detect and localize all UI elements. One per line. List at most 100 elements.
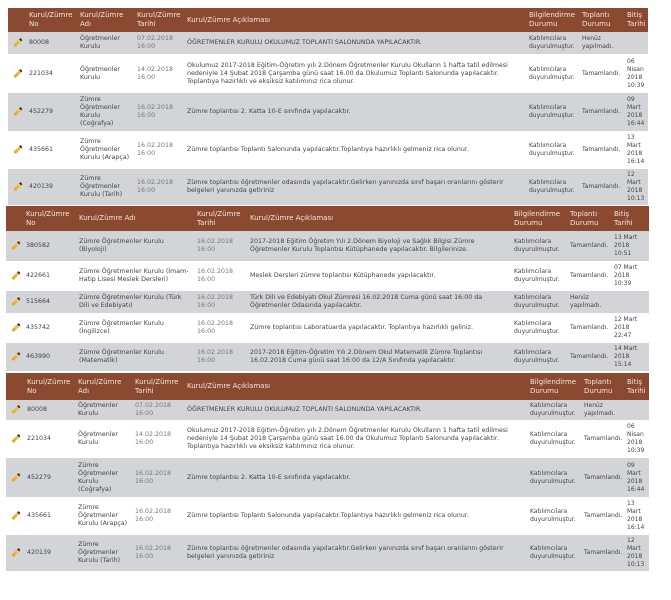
- table-row: 435661 Zümre Öğretmenler Kurulu (Arapça) 1…: [8, 131, 648, 169]
- table-row: 80008 Öğretmenler Kurulu 07.02.2018 16:00 Ö…: [8, 32, 648, 54]
- edit-button[interactable]: [6, 261, 24, 291]
- edit-button[interactable]: [6, 420, 25, 458]
- notification-status: Katılımcılara duyurulmuştur.: [528, 400, 582, 420]
- table-row: 380582 Zümre Öğretmenler Kurulu (Biyoloji…: [6, 231, 649, 261]
- meeting-name: Zümre Öğretmenler Kurulu (Matematik): [77, 343, 195, 371]
- edit-column-header: [6, 206, 24, 231]
- name-column-header: Kurul/Zümre Adı: [78, 8, 135, 32]
- meeting-status: Henüz yapılmadı.: [582, 400, 625, 420]
- edit-button[interactable]: [6, 400, 25, 420]
- notification-status: Katılımcılara duyurulmuştur.: [512, 313, 568, 343]
- meeting-date: 16.02.2018 16:00: [195, 343, 248, 371]
- no-column-header: Kurul/Zümre No: [25, 373, 76, 400]
- pencil-edit-icon[interactable]: [13, 106, 23, 117]
- edit-button[interactable]: [6, 313, 24, 343]
- edit-button[interactable]: [8, 131, 27, 169]
- end-date-column-header: Bitiş Tarihi: [625, 8, 648, 32]
- table-header-row: Kurul/Zümre No Kurul/Zümre Adı Kurul/Zümre…: [6, 206, 649, 231]
- edit-button[interactable]: [6, 291, 24, 313]
- meeting-no: 420139: [25, 535, 76, 571]
- meeting-description: Zümre toplantısı Toplantı Salonunda yapı…: [185, 497, 528, 535]
- meeting-status: Tamamlandı.: [582, 420, 625, 458]
- pencil-edit-icon[interactable]: [11, 240, 21, 251]
- meeting-description: ÖĞRETMENLER KURULU OKULUMUZ TOPLANTI SAL…: [185, 32, 527, 54]
- pencil-edit-icon[interactable]: [13, 68, 23, 78]
- notification-status: Katılımcılara duyurulmuştur.: [527, 131, 580, 169]
- edit-column-header: [8, 8, 27, 32]
- notification-status: Katılımcılara duyurulmuştur.: [512, 291, 568, 313]
- pencil-edit-icon[interactable]: [11, 472, 21, 482]
- end-date-column-header: Bitiş Tarihi: [625, 373, 649, 400]
- edit-button[interactable]: [6, 535, 25, 571]
- meeting-date: 07.02.2018 16:00: [135, 32, 185, 54]
- edit-button[interactable]: [6, 458, 25, 497]
- pencil-edit-icon[interactable]: [13, 181, 23, 192]
- meeting-status: Tamamlandı.: [568, 313, 612, 343]
- pencil-edit-icon[interactable]: [13, 144, 23, 155]
- edit-button[interactable]: [6, 497, 25, 535]
- end-date: 07 Mart 2018 10:39: [612, 261, 649, 291]
- meeting-status: Tamamlandı.: [568, 231, 612, 261]
- meeting-date: 16.02.2018 16:00: [135, 93, 185, 131]
- pencil-edit-icon[interactable]: [11, 510, 21, 521]
- pencil-edit-icon[interactable]: [11, 322, 21, 333]
- meeting-no: 515664: [24, 291, 77, 313]
- meeting-no: 380582: [24, 231, 77, 261]
- meeting-name: Zümre Öğretmenler Kurulu (İmam-Hatip Lis…: [77, 261, 195, 291]
- meeting-date: 16.02.2018 16:00: [195, 313, 248, 343]
- end-date: 06 Nisan 2018 10:39: [625, 54, 648, 93]
- meeting-no: 452279: [25, 458, 76, 497]
- end-date: 12 Mart 2018 10:13: [625, 169, 648, 205]
- edit-button[interactable]: [8, 169, 27, 205]
- table-row: 435742 Zümre Öğretmenler Kurulu (İngilizc…: [6, 313, 649, 343]
- meeting-description: 2017-2018 Eğitim Öğretim Yılı 2.Dönem Bi…: [248, 231, 512, 261]
- pencil-edit-icon[interactable]: [11, 296, 21, 307]
- meeting-name: Öğretmenler Kurulu: [78, 32, 135, 54]
- edit-button[interactable]: [6, 231, 24, 261]
- meeting-status: Tamamlandı.: [568, 343, 612, 371]
- meeting-status: Tamamlandı.: [580, 131, 625, 169]
- notification-status-column-header: Bilgilendirme Durumu: [528, 373, 582, 400]
- pencil-edit-icon[interactable]: [11, 270, 21, 281]
- meeting-description: Zümre toplantısı Laboratuarda yapılacakt…: [248, 313, 512, 343]
- meeting-description: 2017-2018 Eğitim-Öğretim Yılı 2.Dönem Ok…: [248, 343, 512, 371]
- end-date: 14 Mart 2018 15:14: [612, 343, 649, 371]
- pencil-edit-icon[interactable]: [11, 433, 21, 444]
- meeting-description: Zümre toplantısı 2. Katta 10-E sınıfında…: [185, 458, 528, 497]
- pencil-edit-icon[interactable]: [11, 404, 21, 415]
- meetings-table-1: Kurul/Zümre No Kurul/Zümre Adı Kurul/Zümre…: [8, 8, 648, 205]
- meeting-status: Henüz yapılmadı.: [568, 291, 612, 313]
- edit-button[interactable]: [8, 54, 27, 93]
- edit-button[interactable]: [6, 343, 24, 371]
- meeting-no: 463990: [24, 343, 77, 371]
- edit-button[interactable]: [8, 32, 27, 54]
- edit-button[interactable]: [8, 93, 27, 131]
- table-row: 452279 Zümre Öğretmenler Kurulu (Coğrafya…: [8, 93, 648, 131]
- meeting-no: 422661: [24, 261, 77, 291]
- meeting-description: Okulumuz 2017-2018 Eğitim-Öğretim yılı 2…: [185, 420, 528, 458]
- description-column-header: Kurul/Zümre Açıklaması: [185, 8, 527, 32]
- notification-status: Katılımcılara duyurulmuştur.: [528, 420, 582, 458]
- meeting-no: 221034: [25, 420, 76, 458]
- end-date: 13 Mart 2018 16:14: [625, 131, 648, 169]
- table-header-row: Kurul/Zümre No Kurul/Zümre Adı Kurul/Zümre…: [8, 8, 648, 32]
- meeting-description: ÖĞRETMENLER KURULU OKULUMUZ TOPLANTI SAL…: [185, 400, 528, 420]
- notification-status: Katılımcılara duyurulmuştur.: [527, 169, 580, 205]
- meeting-name: Öğretmenler Kurulu: [78, 54, 135, 93]
- end-date: 09 Mart 2018 16:44: [625, 93, 648, 131]
- meeting-date: 07.02.2018 16:00: [133, 400, 185, 420]
- pencil-edit-icon[interactable]: [11, 547, 21, 558]
- meeting-description: Okulumuz 2017-2018 Eğitim-Öğretim yılı 2…: [185, 54, 527, 93]
- meeting-no: 452279: [27, 93, 78, 131]
- meeting-no: 80008: [27, 32, 78, 54]
- meeting-date: 16.02.2018 16:00: [133, 497, 185, 535]
- meeting-status: Tamamlandı.: [582, 497, 625, 535]
- no-column-header: Kurul/Zümre No: [24, 206, 77, 231]
- meeting-name: Zümre Öğretmenler Kurulu (Tarih): [76, 535, 133, 571]
- pencil-edit-icon[interactable]: [13, 37, 23, 48]
- table-row: 452279 Zümre Öğretmenler Kurulu (Coğrafya…: [6, 458, 649, 497]
- pencil-edit-icon[interactable]: [11, 351, 21, 362]
- meeting-name: Zümre Öğretmenler Kurulu (Arapça): [78, 131, 135, 169]
- meeting-status-column-header: Toplantı Durumu: [568, 206, 612, 231]
- notification-status: Katılımcılara duyurulmuştur.: [528, 458, 582, 497]
